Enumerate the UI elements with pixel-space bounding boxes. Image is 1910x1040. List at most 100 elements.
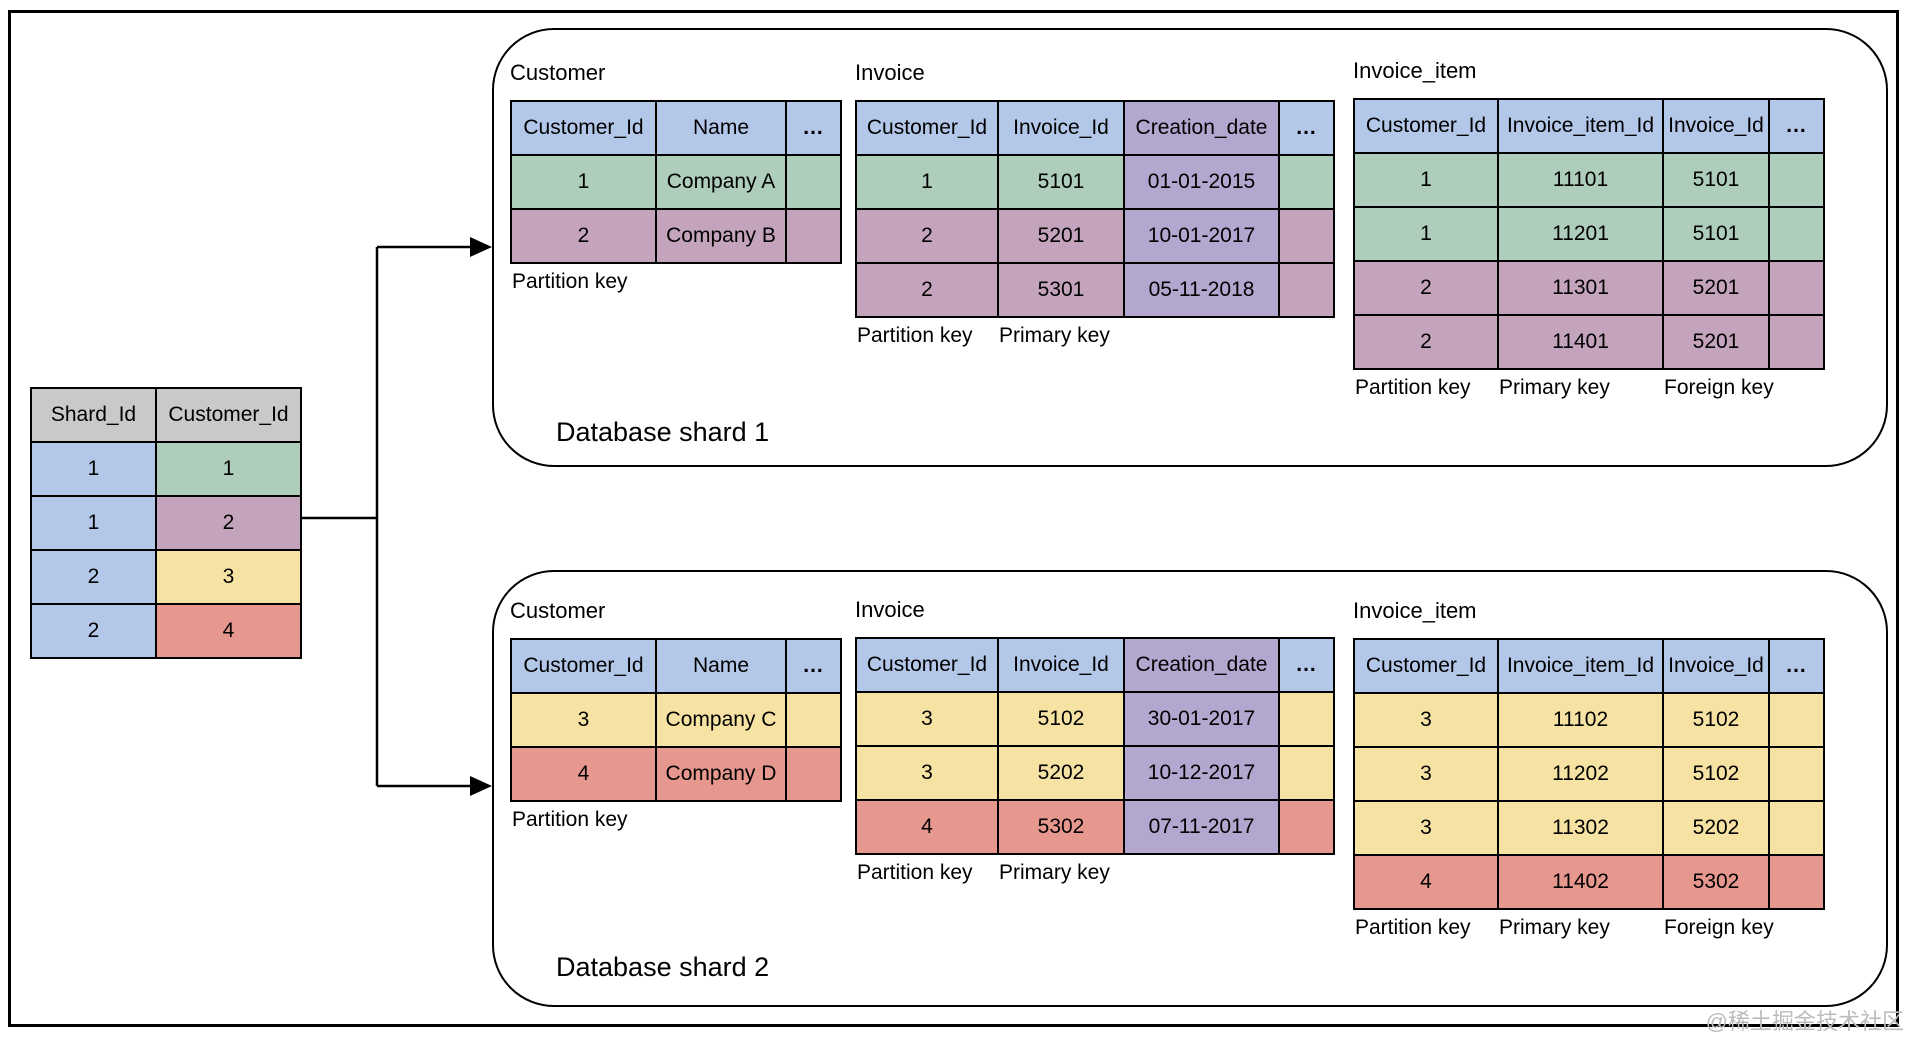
- table-cell: 11202: [1497, 746, 1664, 802]
- table-cell: 11101: [1497, 152, 1664, 208]
- table-cell: 3: [510, 692, 657, 748]
- table-row: 1 11101 5101: [1353, 152, 1825, 208]
- table-cell: 5201: [997, 208, 1125, 264]
- table-cell: 1: [855, 154, 999, 210]
- shard1-invoice-item-table-group: Invoice_item Customer_Id Invoice_item_Id In…: [1353, 58, 1825, 404]
- shard1-invoice-table-group: Invoice Customer_Id Invoice_Id Creation_dat…: [855, 60, 1335, 352]
- table-cell: 2: [855, 262, 999, 318]
- table-row: 2 5301 05-11-2018: [855, 262, 1335, 318]
- partition-key-label: Partition key: [857, 324, 973, 347]
- table-cell: [1278, 154, 1335, 210]
- table-cell: Company C: [655, 692, 787, 748]
- column-header: ...: [1278, 100, 1335, 156]
- table-cell: 10-01-2017: [1123, 208, 1280, 264]
- key-labels: Partition key Primary key: [855, 861, 1333, 889]
- table-cell: 01-01-2015: [1123, 154, 1280, 210]
- column-header: Customer_Id: [855, 100, 999, 156]
- table-title: Customer: [510, 598, 606, 623]
- table-title: Invoice: [855, 60, 925, 85]
- header-row: Customer_Id Invoice_Id Creation_date...: [855, 637, 1335, 693]
- invoice-table: Customer_Id Invoice_Id Creation_date... 3 51…: [855, 637, 1335, 855]
- header-row: Customer_Id Invoice_Id Creation_date...: [855, 100, 1335, 156]
- table-row: 2 Company B: [510, 208, 842, 264]
- table-cell: 11401: [1497, 314, 1664, 370]
- header-row: Customer_Id Invoice_item_Id Invoice_Id...: [1353, 638, 1825, 694]
- invoice-table: Customer_Id Invoice_Id Creation_date... 1 51…: [855, 100, 1335, 318]
- table-cell: 2: [155, 495, 302, 551]
- customer-table: Customer_Id Name... 1 Company A 2 Company B: [510, 100, 842, 264]
- table-cell: Company A: [655, 154, 787, 210]
- table-cell: 11302: [1497, 800, 1664, 856]
- column-header: Name: [655, 638, 787, 694]
- table-cell: 1: [30, 441, 157, 497]
- key-labels: Partition key: [510, 270, 840, 298]
- key-labels: Partition key Primary key: [855, 324, 1333, 352]
- table-cell: 4: [155, 603, 302, 659]
- table-cell: 5102: [1662, 692, 1770, 748]
- table-cell: 3: [855, 691, 999, 747]
- primary-key-label: Primary key: [999, 324, 1110, 347]
- table-cell: 4: [855, 799, 999, 855]
- table-cell: 3: [1353, 692, 1499, 748]
- table-cell: 5101: [1662, 152, 1770, 208]
- invoice_item-table: Customer_Id Invoice_item_Id Invoice_Id... 3…: [1353, 638, 1825, 910]
- shard-mapping-table-group: Shard_Id Customer_Id 1 1 1 2 2 3 2 4: [30, 387, 302, 659]
- outer-border: [8, 10, 1899, 1027]
- table-cell: 2: [30, 603, 157, 659]
- table-row: 1 Company A: [510, 154, 842, 210]
- shard2-invoice-table-group: Invoice Customer_Id Invoice_Id Creation_dat…: [855, 597, 1335, 889]
- shard2-customer-table-group: Customer Customer_Id Name... 3 Company C 4 Com…: [510, 598, 842, 836]
- column-header: Invoice_Id: [1662, 638, 1770, 694]
- column-header: Shard_Id: [30, 387, 157, 443]
- table-cell: [785, 746, 842, 802]
- column-header: ...: [1768, 638, 1825, 694]
- table-title: Invoice: [855, 597, 925, 622]
- table-row: 1 11201 5101: [1353, 206, 1825, 262]
- column-header: Creation_date: [1123, 100, 1280, 156]
- table-row: 2 5201 10-01-2017: [855, 208, 1335, 264]
- header-row: Customer_Id Name...: [510, 638, 842, 694]
- table-title: Invoice_item: [1353, 598, 1477, 623]
- table-cell: 11201: [1497, 206, 1664, 262]
- column-header: ...: [785, 638, 842, 694]
- table-row: 2 11401 5201: [1353, 314, 1825, 370]
- table-cell: 10-12-2017: [1123, 745, 1280, 801]
- database-shard-1-label: Database shard 1: [556, 417, 770, 447]
- table-cell: 2: [30, 549, 157, 605]
- column-header: Customer_Id: [510, 100, 657, 156]
- table-row: 3 11302 5202: [1353, 800, 1825, 856]
- table-cell: 3: [855, 745, 999, 801]
- table-cell: 5202: [997, 745, 1125, 801]
- table-cell: [1768, 854, 1825, 910]
- column-header: ...: [1278, 637, 1335, 693]
- invoice_item-table: Customer_Id Invoice_item_Id Invoice_Id... 1…: [1353, 98, 1825, 370]
- shard-mapping-table: Shard_Id Customer_Id 1 1 1 2 2 3 2 4: [30, 387, 302, 659]
- table-cell: [1768, 746, 1825, 802]
- table-cell: 5101: [1662, 206, 1770, 262]
- partition-key-label: Partition key: [512, 270, 628, 293]
- table-title: Customer: [510, 60, 606, 85]
- table-cell: 2: [855, 208, 999, 264]
- column-header: ...: [785, 100, 842, 156]
- table-row: 4 11402 5302: [1353, 854, 1825, 910]
- column-header: Name: [655, 100, 787, 156]
- primary-key-label: Primary key: [999, 861, 1110, 884]
- table-cell: 5102: [1662, 746, 1770, 802]
- header-row: Shard_Id Customer_Id: [30, 387, 302, 443]
- partition-key-label: Partition key: [1355, 916, 1471, 939]
- table-cell: 5202: [1662, 800, 1770, 856]
- column-header: Invoice_Id: [997, 100, 1125, 156]
- customer-table: Customer_Id Name... 3 Company C 4 Company D: [510, 638, 842, 802]
- foreign-key-label: Foreign key: [1664, 916, 1774, 939]
- key-labels: Partition key Primary key Foreign key: [1353, 916, 1823, 944]
- table-cell: 1: [510, 154, 657, 210]
- table-cell: [785, 154, 842, 210]
- table-cell: 2: [1353, 314, 1499, 370]
- table-cell: 4: [510, 746, 657, 802]
- header-row: Customer_Id Invoice_item_Id Invoice_Id...: [1353, 98, 1825, 154]
- table-cell: 5301: [997, 262, 1125, 318]
- table-row: 3 5102 30-01-2017: [855, 691, 1335, 747]
